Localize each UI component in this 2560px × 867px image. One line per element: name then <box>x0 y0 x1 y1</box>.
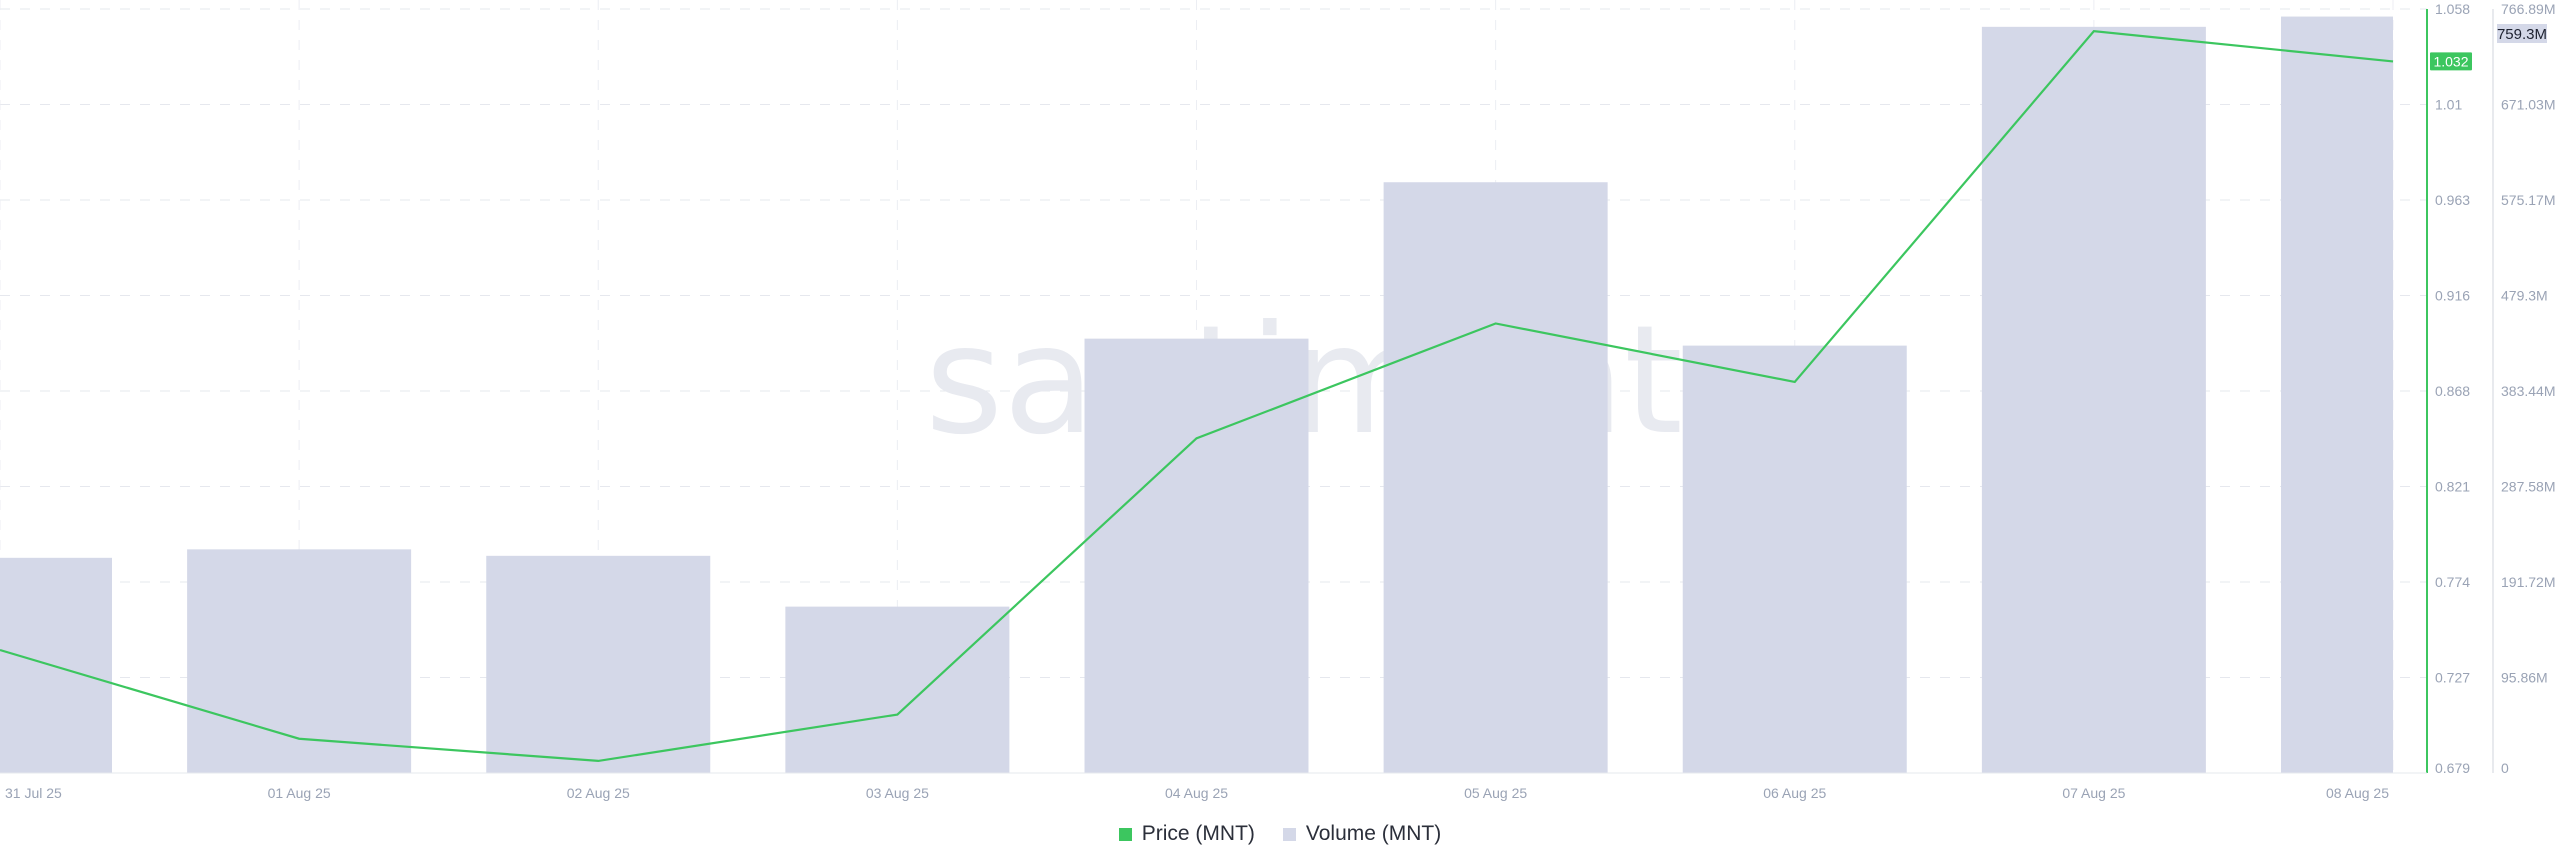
price-tick-label: 0.727 <box>2435 670 2470 686</box>
legend: Price (MNT) Volume (MNT) <box>0 822 2560 846</box>
price-tick-label: 0.963 <box>2435 192 2470 208</box>
volume-tick-label: 383.44M <box>2501 383 2555 399</box>
volume-bars <box>0 16 2505 773</box>
price-tick-label: 0.774 <box>2435 574 2470 590</box>
volume-bar[interactable] <box>0 557 112 773</box>
x-tick-label: 02 Aug 25 <box>567 785 630 801</box>
volume-bar[interactable] <box>785 606 1010 773</box>
volume-tick-label: 479.3M <box>2501 288 2548 304</box>
volume-tick-label: 0 <box>2501 760 2509 776</box>
x-tick-label: 04 Aug 25 <box>1165 785 1228 801</box>
legend-label-volume: Volume (MNT) <box>1305 822 1442 845</box>
last-price-label: 1.032 <box>2433 53 2468 69</box>
last-price-badge <box>2430 52 2472 71</box>
volume-bar[interactable] <box>1682 345 1907 773</box>
volume-bar[interactable] <box>1084 338 1309 773</box>
volume-tick-label: 766.89M <box>2501 1 2555 17</box>
x-tick-label: 05 Aug 25 <box>1464 785 1527 801</box>
x-tick-label: 08 Aug 25 <box>2326 785 2389 801</box>
volume-bar[interactable] <box>187 549 412 773</box>
legend-item-volume[interactable]: Volume (MNT) <box>1282 822 1442 846</box>
price-swatch <box>1118 827 1132 841</box>
legend-label-price: Price (MNT) <box>1141 822 1255 845</box>
volume-bar[interactable] <box>1981 26 2206 773</box>
volume-bar[interactable] <box>486 555 711 773</box>
price-tick-label: 0.821 <box>2435 479 2470 495</box>
price-tick-label: 1.01 <box>2435 97 2462 113</box>
last-volume-badge <box>2497 24 2547 43</box>
last-volume-label: 759.3M <box>2497 26 2547 43</box>
volume-tick-label: 671.03M <box>2501 97 2555 113</box>
volume-tick-label: 575.17M <box>2501 192 2555 208</box>
x-tick-label: 07 Aug 25 <box>2062 785 2125 801</box>
price-tick-label: 0.916 <box>2435 288 2470 304</box>
volume-swatch <box>1282 827 1296 841</box>
volume-bar[interactable] <box>2281 16 2505 773</box>
volume-bar[interactable] <box>1383 182 1608 773</box>
x-tick-label: 06 Aug 25 <box>1763 785 1826 801</box>
volume-tick-label: 287.58M <box>2501 479 2555 495</box>
price-tick-label: 1.058 <box>2435 1 2470 17</box>
x-tick-label: 03 Aug 25 <box>866 785 929 801</box>
x-tick-label: 31 Jul 25 <box>5 785 62 801</box>
volume-tick-label: 191.72M <box>2501 574 2555 590</box>
x-tick-label: 01 Aug 25 <box>268 785 331 801</box>
price-tick-label: 0.679 <box>2435 760 2470 776</box>
volume-tick-label: 95.86M <box>2501 670 2548 686</box>
price-tick-label: 0.868 <box>2435 383 2470 399</box>
legend-item-price[interactable]: Price (MNT) <box>1118 822 1255 846</box>
